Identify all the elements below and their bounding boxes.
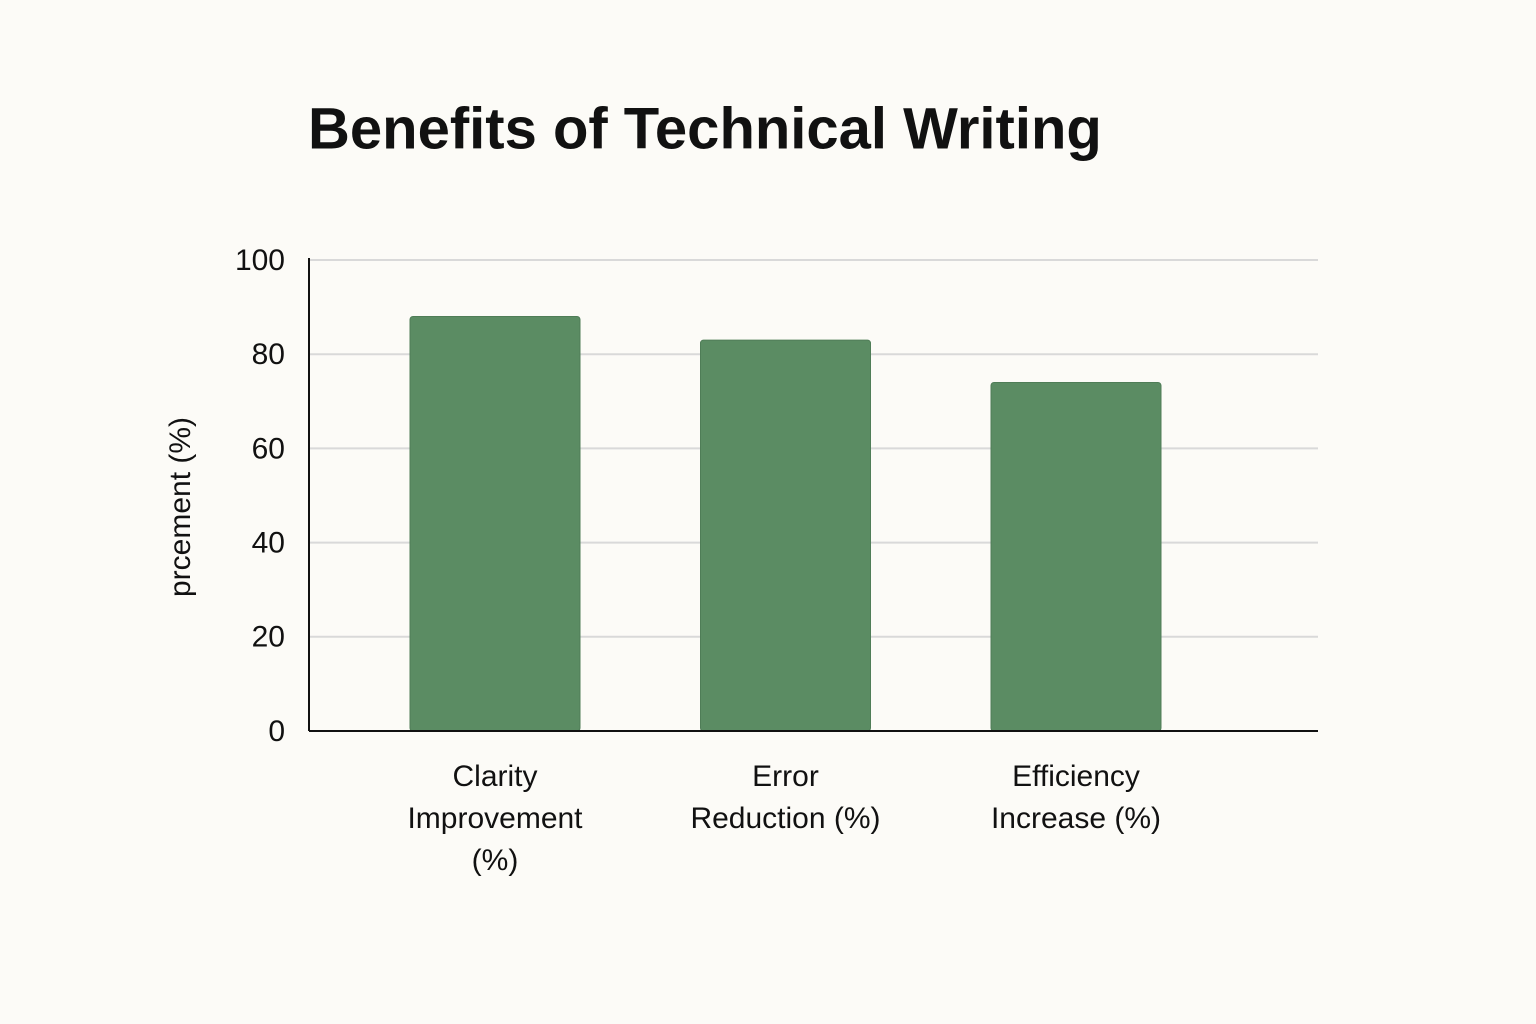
- bar: [409, 316, 581, 732]
- bar: [700, 339, 871, 732]
- x-tick-label: Efficiency Increase (%): [991, 760, 1161, 835]
- y-axis-label: prcement (%): [164, 417, 197, 597]
- x-tick-label: Error Reduction (%): [690, 760, 880, 835]
- bar: [990, 381, 1162, 732]
- y-tick-label: 100: [235, 244, 285, 277]
- y-tick-label: 0: [268, 715, 285, 748]
- y-tick-label: 80: [252, 338, 285, 371]
- y-tick-label: 60: [252, 432, 285, 465]
- chart-title: Benefits of Technical Writing: [308, 96, 1102, 161]
- y-tick-label: 20: [252, 621, 285, 654]
- x-tick-label: Clarity Improvement (%): [407, 760, 583, 877]
- y-tick-label: 40: [252, 527, 285, 560]
